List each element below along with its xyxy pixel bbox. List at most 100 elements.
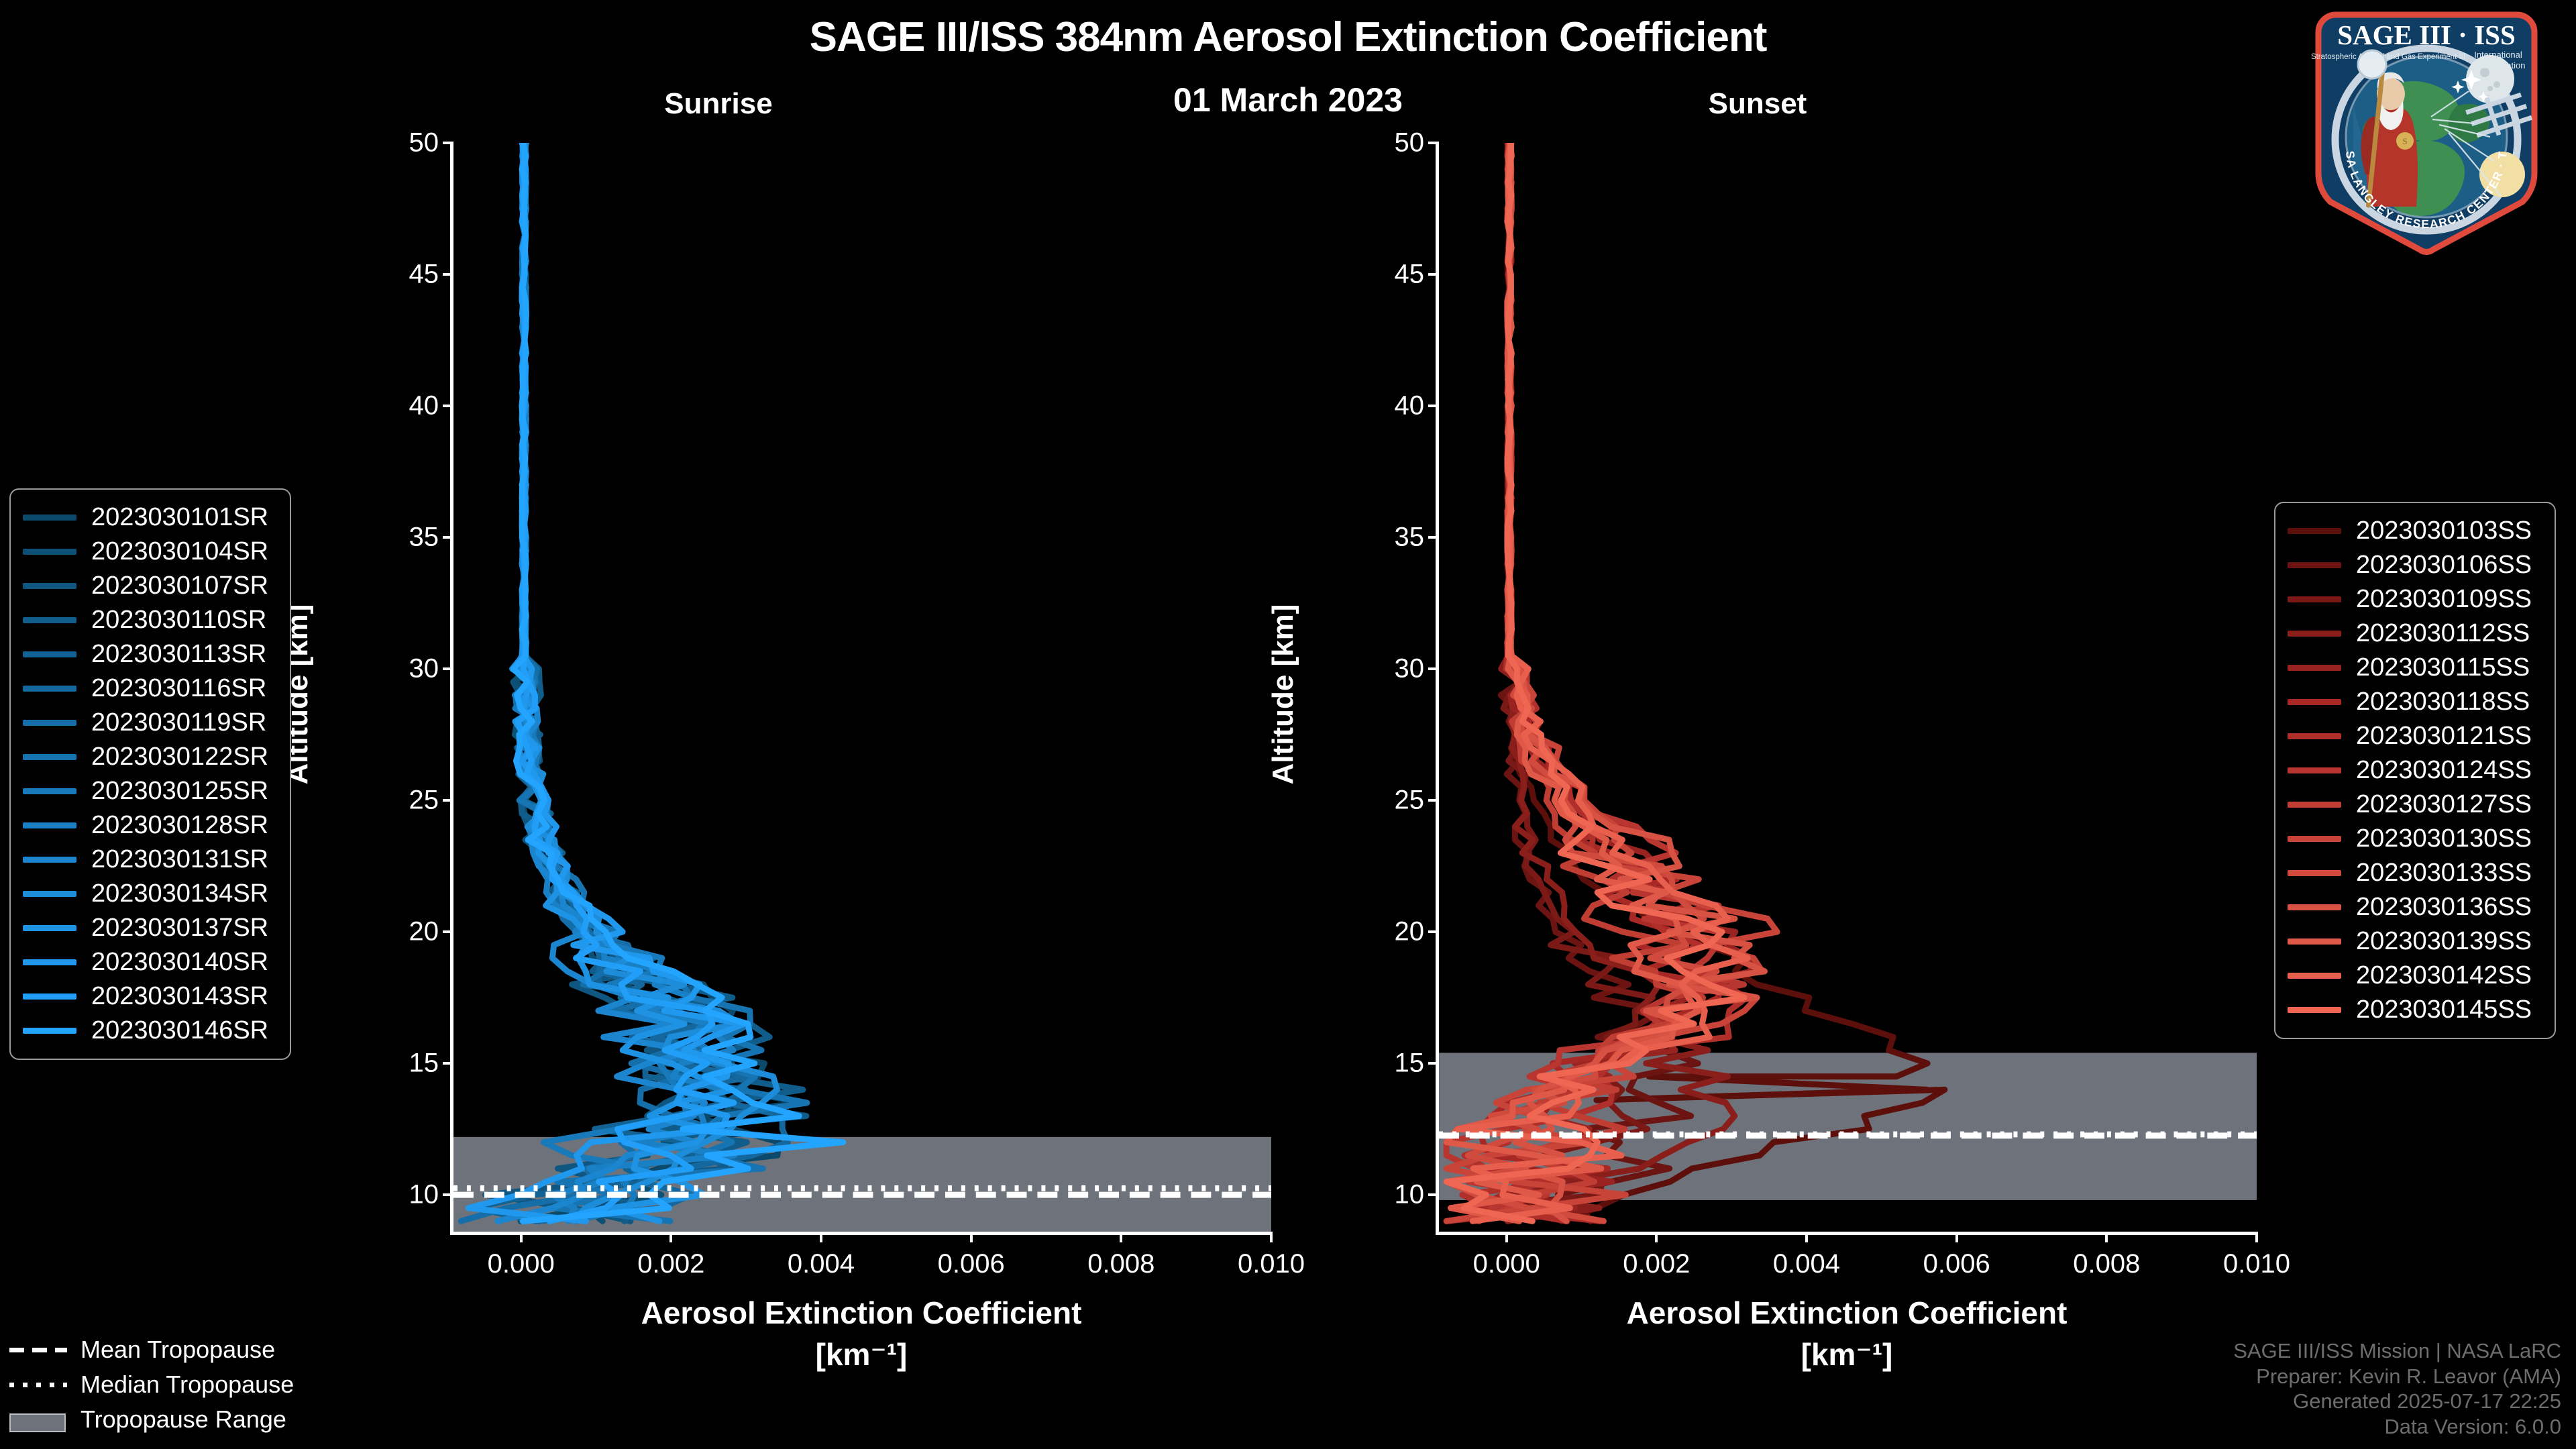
legend-color-swatch (23, 994, 76, 1000)
footer-credits: SAGE III/ISS Mission | NASA LaRC Preparer… (2233, 1338, 2561, 1440)
legend-item-label: 2023030112SS (2356, 619, 2530, 647)
legend-item[interactable]: 2023030146SR (23, 1014, 275, 1048)
x-axis-unit-sunrise: [km⁻¹] (815, 1337, 908, 1372)
legend-color-swatch (2288, 1007, 2341, 1013)
legend-item-label: 2023030128SR (91, 811, 269, 839)
profile-line-2023030143SR (515, 143, 737, 1224)
legend-item[interactable]: 2023030103SS (2288, 514, 2540, 548)
legend-item[interactable]: 2023030133SS (2288, 856, 2540, 890)
legend-item[interactable]: 2023030124SS (2288, 753, 2540, 788)
legend-item-label: 2023030143SR (91, 982, 269, 1010)
y-axis-tick-label: 45 (1394, 259, 1425, 289)
x-axis-tick-label: 0.000 (1472, 1249, 1540, 1279)
legend-item[interactable]: 2023030130SS (2288, 822, 2540, 856)
legend-sunrise[interactable]: 2023030101SR 2023030104SR 2023030107SR 2023… (9, 488, 291, 1060)
y-axis-tick-mark (443, 536, 453, 539)
x-axis-tick-label: 0.004 (787, 1249, 855, 1279)
plot-clip-sunrise (453, 143, 1271, 1232)
legend-item-label: 2023030119SR (91, 708, 267, 737)
legend-color-swatch (23, 686, 76, 692)
legend-item-label: 2023030104SR (91, 537, 269, 566)
patch-figure-face (2377, 78, 2405, 110)
legend-item[interactable]: 2023030143SR (23, 979, 275, 1014)
legend-item[interactable]: 2023030125SR (23, 774, 275, 808)
footer-line: Preparer: Kevin R. Leavor (AMA) (2256, 1364, 2561, 1388)
panel-title-sunset: Sunset (1708, 87, 1807, 120)
legend-sunset[interactable]: 2023030103SS 2023030106SS 2023030109SS 2023… (2274, 502, 2556, 1039)
legend-item-label: 2023030130SS (2356, 824, 2532, 853)
legend-item[interactable]: 2023030113SR (23, 637, 275, 672)
legend-item[interactable]: 2023030104SR (23, 535, 275, 569)
legend-label-range: Tropopause Range (80, 1405, 286, 1433)
dashed-line-icon (9, 1343, 67, 1356)
legend-item[interactable]: 2023030137SR (23, 911, 275, 945)
legend-color-swatch (2288, 528, 2341, 534)
legend-item[interactable]: 2023030134SR (23, 877, 275, 911)
legend-item[interactable]: 2023030131SR (23, 843, 275, 877)
patch-inner-ring (2331, 44, 2522, 235)
sage-iii-iss-mission-patch-logo: S SAGE III · ISS Stratospheric Aerosol a… (2289, 5, 2538, 255)
legend-item-label: 2023030122SR (91, 743, 269, 771)
x-axis-label-text-sunrise: Aerosol Extinction Coefficient (641, 1295, 1082, 1330)
legend-item-label: 2023030127SS (2356, 790, 2532, 818)
legend-item[interactable]: 2023030106SS (2288, 548, 2540, 582)
legend-item[interactable]: 2023030110SR (23, 603, 275, 637)
legend-item-label: 2023030113SR (91, 640, 267, 668)
patch-subtitle-right-1: International (2474, 50, 2522, 60)
y-axis-tick-label: 50 (409, 127, 439, 158)
x-axis-tick-mark (2255, 1232, 2258, 1242)
legend-item[interactable]: 2023030107SR (23, 569, 275, 603)
patch-stars (2451, 70, 2489, 103)
legend-item-median-tropopause: Median Tropopause (9, 1367, 298, 1402)
legend-item[interactable]: 2023030128SR (23, 808, 275, 843)
x-axis-tick-label: 0.002 (637, 1249, 705, 1279)
y-axis-tick-label: 35 (1394, 522, 1425, 552)
legend-item[interactable]: 2023030101SR (23, 500, 275, 535)
x-axis-unit-sunset: [km⁻¹] (1801, 1337, 1893, 1372)
legend-item-label: 2023030107SR (91, 572, 269, 600)
patch-figure-beard (2378, 99, 2404, 130)
legend-item[interactable]: 2023030112SS (2288, 616, 2540, 651)
legend-item[interactable]: 2023030121SS (2288, 719, 2540, 753)
legend-item-mean-tropopause: Mean Tropopause (9, 1332, 298, 1367)
legend-color-swatch (2288, 596, 2341, 602)
x-axis-tick-mark (1120, 1232, 1123, 1242)
legend-item[interactable]: 2023030115SS (2288, 651, 2540, 685)
legend-item[interactable]: 2023030116SR (23, 672, 275, 706)
legend-color-swatch (23, 720, 76, 726)
legend-item[interactable]: 2023030127SS (2288, 788, 2540, 822)
y-axis-tick-mark (1428, 1193, 1439, 1197)
legend-item[interactable]: 2023030142SS (2288, 959, 2540, 993)
profile-line-2023030146SR (510, 143, 847, 1224)
x-axis-tick-mark (1270, 1232, 1273, 1242)
patch-figure-staff (2366, 63, 2385, 208)
panel-title-sunrise: Sunrise (664, 87, 773, 120)
x-axis-label-sunrise: Aerosol Extinction Coefficient [km⁻¹] (559, 1295, 1163, 1373)
patch-artwork: S (2331, 44, 2533, 235)
x-axis-tick-label: 0.004 (1772, 1249, 1841, 1279)
legend-item[interactable]: 2023030109SS (2288, 582, 2540, 616)
legend-item-label: 2023030110SR (91, 606, 267, 634)
legend-item-label: 2023030142SS (2356, 961, 2532, 989)
legend-item-label: 2023030101SR (91, 503, 269, 531)
legend-color-swatch (23, 549, 76, 555)
y-axis-tick-label: 40 (1394, 390, 1425, 421)
y-axis-tick-label: 30 (1394, 653, 1425, 684)
legend-color-swatch (2288, 802, 2341, 808)
legend-color-swatch (2288, 733, 2341, 739)
legend-item[interactable]: 2023030139SS (2288, 924, 2540, 959)
x-axis-tick-mark (969, 1232, 973, 1242)
y-axis-tick-label: 20 (1394, 916, 1425, 947)
legend-item[interactable]: 2023030119SR (23, 706, 275, 740)
dotted-line-icon (9, 1378, 67, 1391)
legend-item[interactable]: 2023030122SR (23, 740, 275, 774)
legend-item-label: 2023030115SS (2356, 653, 2530, 682)
profile-line-2023030125SR (512, 143, 712, 1224)
legend-item[interactable]: 2023030136SS (2288, 890, 2540, 924)
legend-item[interactable]: 2023030140SR (23, 945, 275, 979)
legend-color-swatch (2288, 562, 2341, 568)
y-axis-tick-mark (443, 1193, 453, 1197)
y-axis-tick-label: 15 (409, 1048, 439, 1078)
legend-item[interactable]: 2023030145SS (2288, 993, 2540, 1027)
legend-item[interactable]: 2023030118SS (2288, 685, 2540, 719)
